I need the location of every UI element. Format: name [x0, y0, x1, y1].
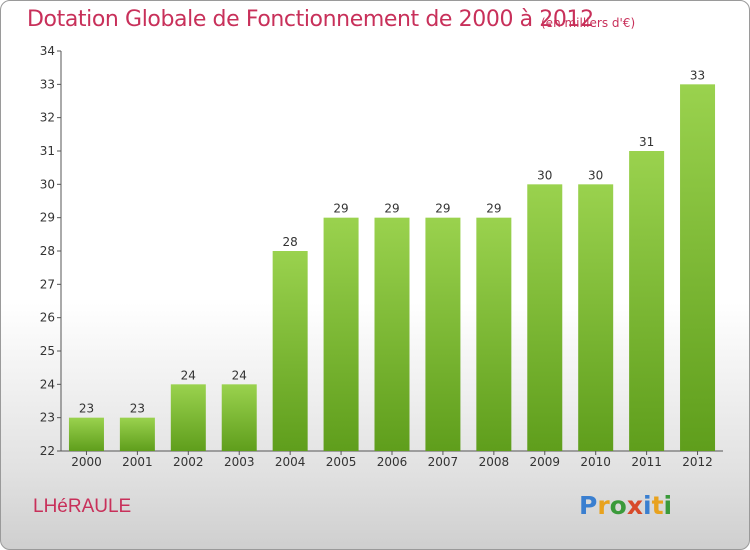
y-tick-label: 32 — [40, 111, 55, 125]
bar — [680, 84, 716, 451]
chart-unit-label: (en milliers d'€) — [541, 16, 636, 30]
bar — [425, 217, 461, 451]
x-tick-label: 2001 — [122, 455, 153, 469]
bar-value-label: 30 — [537, 168, 552, 182]
bar — [476, 217, 512, 451]
logo-letter: t — [651, 491, 664, 520]
y-tick-label: 30 — [40, 177, 55, 191]
bar — [221, 384, 257, 451]
bar — [374, 217, 410, 451]
y-tick-label: 31 — [40, 144, 55, 158]
x-tick-label: 2000 — [71, 455, 102, 469]
bar-value-label: 29 — [435, 202, 450, 216]
y-tick-label: 28 — [40, 244, 55, 258]
bar-value-label: 29 — [486, 202, 501, 216]
bar-value-label: 28 — [283, 235, 298, 249]
bar-value-label: 31 — [639, 135, 654, 149]
x-tick-label: 2012 — [682, 455, 713, 469]
y-tick-label: 25 — [40, 344, 55, 358]
proxiti-logo[interactable]: Proxiti — [579, 491, 672, 520]
bar — [68, 417, 104, 451]
x-tick-label: 2003 — [224, 455, 255, 469]
bar-value-label: 33 — [690, 68, 705, 82]
y-tick-label: 34 — [40, 44, 55, 58]
y-tick-label: 26 — [40, 311, 55, 325]
logo-letter: i — [643, 491, 652, 520]
x-tick-label: 2002 — [173, 455, 204, 469]
bar — [578, 184, 614, 452]
x-tick-label: 2007 — [428, 455, 459, 469]
x-tick-label: 2006 — [377, 455, 408, 469]
logo-letter: r — [597, 491, 610, 520]
bar — [170, 384, 206, 451]
y-tick-label: 24 — [40, 377, 55, 391]
x-tick-label: 2010 — [580, 455, 611, 469]
x-tick-label: 2008 — [479, 455, 510, 469]
x-tick-label: 2004 — [275, 455, 306, 469]
x-tick-label: 2011 — [631, 455, 662, 469]
bar-value-label: 24 — [181, 368, 196, 382]
x-tick-label: 2009 — [529, 455, 560, 469]
logo-letter: x — [626, 491, 643, 520]
y-tick-label: 29 — [40, 211, 55, 225]
bar — [629, 151, 665, 451]
logo-letter: o — [609, 491, 627, 520]
logo-letter: P — [579, 491, 598, 520]
bar-value-label: 23 — [79, 402, 94, 416]
bar-value-label: 24 — [232, 368, 247, 382]
bar — [323, 217, 359, 451]
y-tick-label: 23 — [40, 411, 55, 425]
axes: 22 23 24 25 26 27 28 29 30 31 32 33 34 2000 2001 2002 20… — [40, 44, 723, 469]
bar — [119, 417, 155, 451]
y-tick-label: 27 — [40, 277, 55, 291]
logo-letter: i — [663, 491, 673, 520]
bar — [272, 251, 308, 451]
bar-value-label: 29 — [384, 202, 399, 216]
bar-value-label: 29 — [333, 202, 348, 216]
y-tick-label: 33 — [40, 77, 55, 91]
x-tick-label: 2005 — [326, 455, 357, 469]
bar — [527, 184, 563, 452]
bar-value-label: 23 — [130, 402, 145, 416]
bars: 23 23 24 24 28 29 29 29 29 30 30 31 33 — [68, 68, 716, 452]
bar-value-label: 30 — [588, 168, 603, 182]
y-tick-label: 22 — [40, 444, 55, 458]
chart-title: Dotation Globale de Fonctionnement de 20… — [27, 7, 594, 32]
commune-name: LHéRAULE — [33, 496, 132, 517]
